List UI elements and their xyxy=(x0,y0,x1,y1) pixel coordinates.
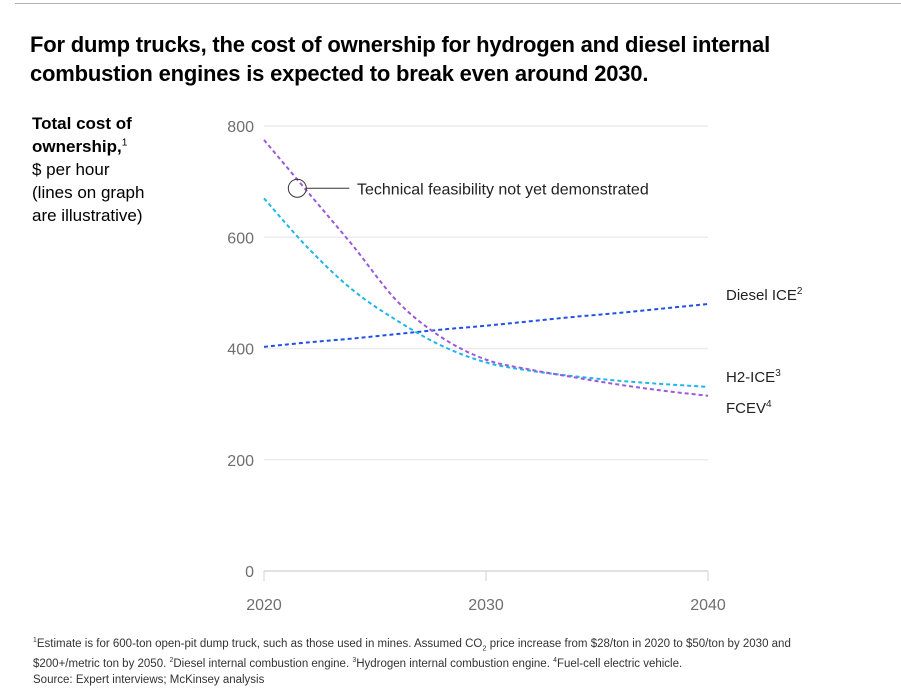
series-line-fcev xyxy=(263,139,709,397)
y-tick-label: 0 xyxy=(245,564,254,581)
y-label-note1: (lines on graph xyxy=(32,183,145,202)
series-label-fcev: FCEV4 xyxy=(726,399,772,417)
y-label-note2: are illustrative) xyxy=(32,206,143,225)
y-label-line2: ownership, xyxy=(32,137,122,156)
chart-title: For dump trucks, the cost of ownership f… xyxy=(30,32,770,86)
x-tick-label: 2040 xyxy=(690,597,726,614)
series-label-h2-ice: H2-ICE3 xyxy=(726,368,781,386)
y-label-line1: Total cost of xyxy=(32,114,132,133)
series-line-diesel-ice xyxy=(263,303,709,348)
y-tick-label: 800 xyxy=(227,119,254,136)
x-tick-label: 2020 xyxy=(246,597,282,614)
y-tick-label: 400 xyxy=(227,342,254,359)
footnote-line-2: $200+/metric ton by 2050. 2Diesel intern… xyxy=(33,657,683,671)
series-label-diesel-ice: Diesel ICE2 xyxy=(726,286,803,304)
series-line-h2-ice xyxy=(263,197,709,388)
x-tick-label: 2030 xyxy=(468,597,504,614)
annotation-text: Technical feasibility not yet demonstrat… xyxy=(357,181,649,198)
y-tick-label: 600 xyxy=(227,230,254,247)
y-axis-label: Total cost of ownership,1 $ per hour (li… xyxy=(32,112,202,227)
annotation-marker xyxy=(287,178,307,198)
top-rule xyxy=(15,3,901,4)
y-tick-label: 200 xyxy=(227,453,254,470)
source-line: Source: Expert interviews; McKinsey anal… xyxy=(33,674,265,687)
footnote-line-1: 1Estimate is for 600-ton open-pit dump t… xyxy=(33,637,791,653)
footnotes: 1Estimate is for 600-ton open-pit dump t… xyxy=(33,636,893,688)
y-label-sup: 1 xyxy=(121,137,128,149)
y-label-unit: $ per hour xyxy=(32,160,110,179)
